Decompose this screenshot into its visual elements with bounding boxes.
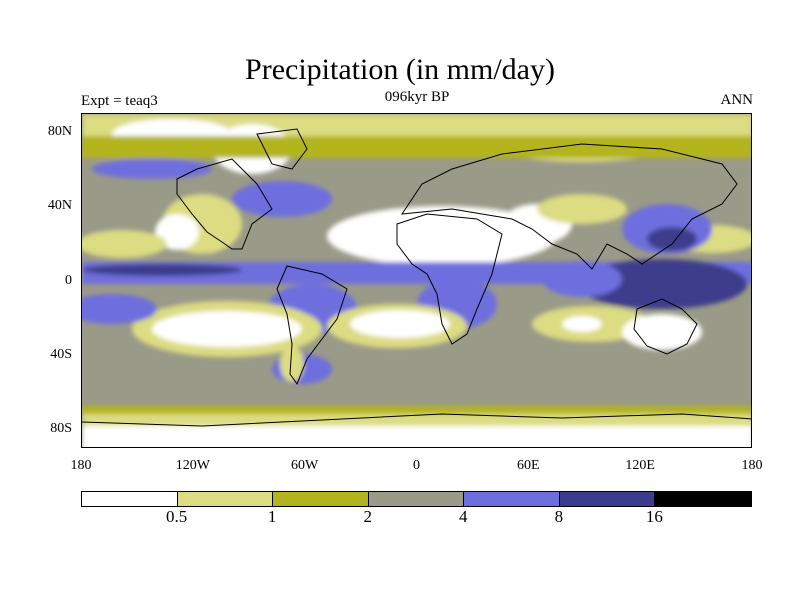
region-patagonia-dry [280,346,304,382]
coast-eurasia [400,143,738,270]
region-north-1-2 [82,136,751,158]
x-tick-label: 120W [175,458,210,473]
region-itcz-pac-core [82,264,242,276]
colorbar-level-label: 0.5 [165,507,188,526]
x-tick-label: 180 [741,458,763,473]
colorbar-level-label: 1 [267,507,277,526]
colorbar-segment [559,492,656,506]
colorbar-level-label: 2 [363,507,372,526]
experiment-label: Expt = teaq3 [81,93,158,109]
chart-title: Precipitation (in mm/day) [245,53,555,86]
x-tick-label: 0 [413,458,420,473]
colorbar-level-label: 16 [645,507,663,526]
coast-greenland [256,128,308,170]
region-maritime-core [577,259,747,309]
y-tick-label: 40N [47,198,72,214]
coast-south-america [276,265,348,386]
period-label: 096kyr BP [384,89,450,105]
coast-antarctica [82,413,751,427]
colorbar-level-label: 8 [554,507,564,526]
region-california-dry [155,214,199,250]
season-label: ANN [720,92,754,108]
precipitation-map [81,113,752,448]
region-sahara-dry [327,206,557,266]
x-tick-label: 60E [517,458,540,473]
x-tick-label: 120E [625,458,655,473]
region-eastasia-core [647,227,697,251]
colorbar-level-label: 4 [459,507,468,526]
region-se-pacific-core [152,311,302,347]
coast-north-america [176,158,273,250]
region-antarctica-dry [82,426,751,447]
region-s-pacific-wet [82,294,157,324]
region-australia-dry [622,314,702,350]
region-s-atlantic-core [350,310,450,338]
colorbar-segment [273,492,369,506]
region-s-indian-core [562,316,602,332]
y-tick-label: 80S [50,421,72,437]
y-tick-label: 80N [47,123,72,139]
colorbar-segment [464,492,560,506]
region-npac-subtrop-dry [82,230,167,258]
x-tick-label: 180 [70,458,92,473]
x-tick-label: 60W [291,458,319,473]
region-indian-wet [542,261,622,297]
colorbar-segment [368,492,465,506]
colorbar-segment [82,492,178,506]
region-central-asia-dry [537,194,627,224]
colorbar [81,491,752,507]
y-tick-label: 40S [50,346,72,362]
colorbar-segment [655,492,751,506]
region-antarctic-0.5-1 [82,414,751,426]
region-na-ne-wet [232,181,332,217]
coast-australia [633,298,698,355]
region-nam-wet [92,159,212,179]
colorbar-segment [177,492,274,506]
y-tick-label: 0 [65,272,72,288]
coast-africa [396,213,503,345]
